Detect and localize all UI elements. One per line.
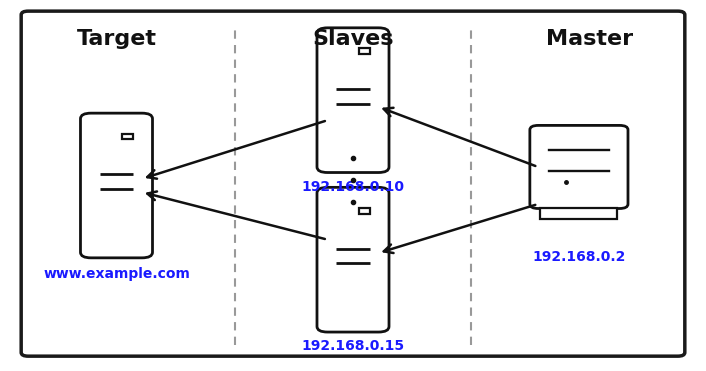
Text: Master: Master: [546, 29, 633, 49]
FancyBboxPatch shape: [80, 113, 152, 258]
Bar: [359, 208, 370, 214]
FancyBboxPatch shape: [317, 187, 389, 332]
Text: Slaves: Slaves: [312, 29, 394, 49]
Text: 192.168.0.15: 192.168.0.15: [301, 339, 405, 354]
Text: www.example.com: www.example.com: [43, 267, 190, 281]
Text: Target: Target: [76, 29, 157, 49]
Bar: [359, 48, 370, 54]
Text: 192.168.0.10: 192.168.0.10: [301, 180, 405, 194]
FancyBboxPatch shape: [21, 11, 685, 356]
Bar: [122, 134, 133, 139]
Bar: [540, 208, 618, 219]
Text: 192.168.0.2: 192.168.0.2: [532, 250, 626, 265]
FancyBboxPatch shape: [530, 125, 628, 209]
FancyBboxPatch shape: [317, 28, 389, 173]
